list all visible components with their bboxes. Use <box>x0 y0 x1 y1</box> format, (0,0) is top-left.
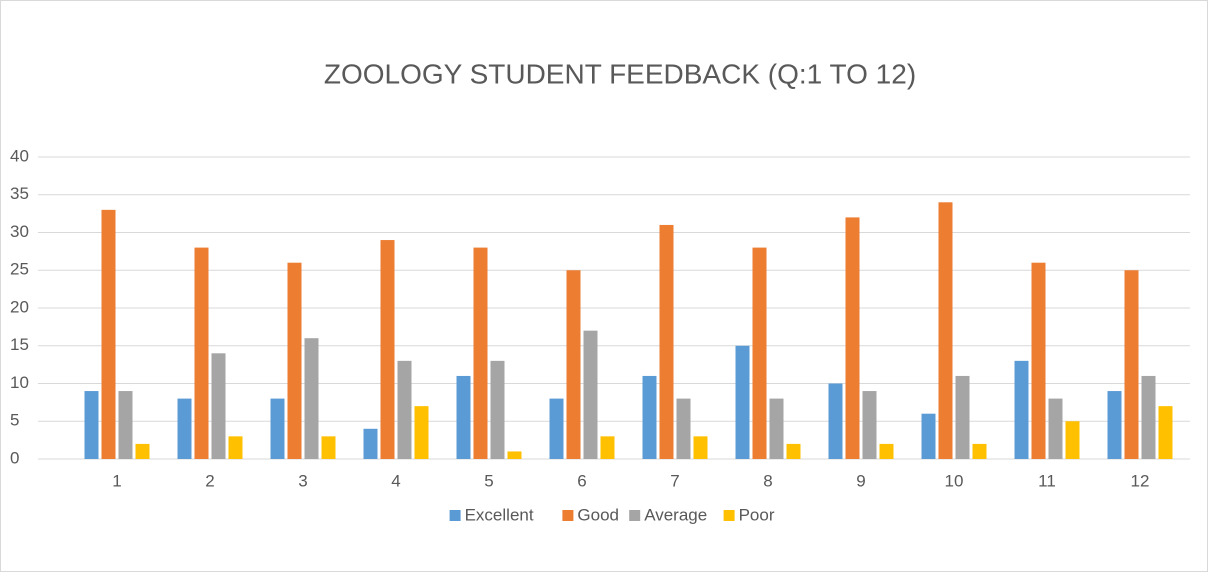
bar <box>473 247 488 459</box>
bar <box>583 330 598 459</box>
y-tick-label: 40 <box>10 146 29 165</box>
x-tick-label: 5 <box>484 471 493 490</box>
bar <box>735 345 750 459</box>
bar <box>177 398 192 459</box>
x-tick-label: 8 <box>763 471 772 490</box>
bar <box>287 262 302 459</box>
bar <box>972 443 987 459</box>
bar <box>752 247 767 459</box>
bar <box>1141 375 1156 459</box>
bar <box>270 398 285 459</box>
legend-swatch <box>449 510 461 521</box>
bar <box>321 436 336 459</box>
x-tick-label: 4 <box>391 471 400 490</box>
bar <box>921 413 936 459</box>
legend-swatch <box>562 510 574 521</box>
x-tick-label: 3 <box>298 471 307 490</box>
bar <box>786 443 801 459</box>
legend-label: Good <box>577 505 619 524</box>
bar <box>1031 262 1046 459</box>
y-tick-label: 15 <box>10 335 29 354</box>
bar <box>1014 360 1029 459</box>
bar <box>955 375 970 459</box>
bar <box>490 360 505 459</box>
bar <box>566 270 581 459</box>
bar <box>1124 270 1139 459</box>
chart-title: ZOOLOGY STUDENT FEEDBACK (Q:1 TO 12) <box>324 58 916 89</box>
x-tick-label: 12 <box>1131 471 1150 490</box>
bar <box>1158 406 1173 459</box>
x-tick-label: 6 <box>577 471 586 490</box>
bar <box>1048 398 1063 459</box>
bar <box>769 398 784 459</box>
y-tick-label: 5 <box>10 411 19 430</box>
bar <box>879 443 894 459</box>
bar <box>693 436 708 459</box>
x-tick-label: 1 <box>112 471 121 490</box>
y-tick-label: 30 <box>10 222 29 241</box>
bar <box>228 436 243 459</box>
bar <box>862 391 877 459</box>
x-tick-label: 11 <box>1038 471 1056 490</box>
x-tick-label: 10 <box>945 471 964 490</box>
y-tick-label: 0 <box>10 448 19 467</box>
legend-swatch <box>629 510 641 521</box>
bar <box>676 398 691 459</box>
bar <box>507 451 522 459</box>
x-tick-label: 2 <box>205 471 214 490</box>
bar <box>414 406 429 459</box>
legend-swatch <box>723 510 735 521</box>
bar <box>211 353 226 459</box>
legend-label: Poor <box>739 505 775 524</box>
bar <box>456 375 471 459</box>
y-tick-label: 10 <box>10 373 29 392</box>
bar <box>938 202 953 460</box>
y-tick-label: 35 <box>10 184 29 203</box>
bar <box>363 428 378 459</box>
legend-label: Average <box>644 505 707 524</box>
bar <box>304 338 319 459</box>
y-tick-label: 25 <box>10 260 29 279</box>
bar <box>600 436 615 459</box>
bar <box>1107 391 1122 459</box>
bar <box>845 217 860 459</box>
x-tick-label: 7 <box>670 471 679 490</box>
legend-label: Excellent <box>465 505 534 524</box>
bar <box>118 391 133 459</box>
bar <box>380 240 395 459</box>
bar <box>549 398 564 459</box>
bar <box>1065 421 1080 459</box>
bar <box>194 247 209 459</box>
y-tick-label: 20 <box>10 297 29 316</box>
bar <box>101 209 116 459</box>
x-tick-label: 9 <box>856 471 865 490</box>
bar <box>659 224 674 459</box>
bar <box>642 375 657 459</box>
bar <box>397 360 412 459</box>
bar <box>135 443 150 459</box>
bar <box>84 391 99 459</box>
bar <box>828 383 843 459</box>
